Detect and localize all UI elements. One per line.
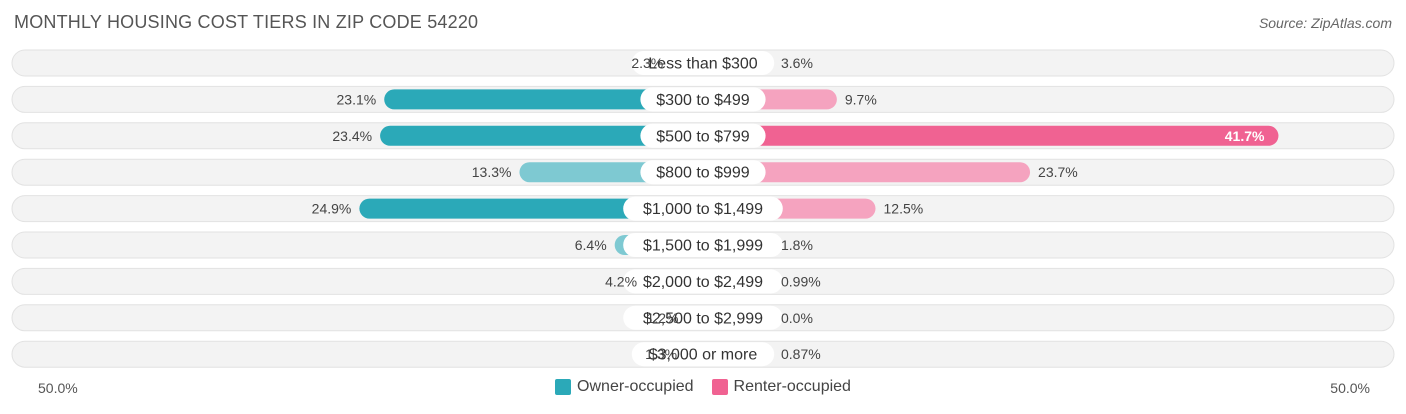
value-label-owner: 23.4%: [332, 128, 372, 144]
category-label: $2,500 to $2,999: [643, 310, 763, 327]
bar-owner: [384, 89, 713, 110]
category-pill: [631, 342, 775, 367]
category-label: $500 to $799: [656, 128, 750, 145]
category-label: Less than $300: [648, 56, 758, 73]
category-label: $1,500 to $1,999: [643, 238, 763, 255]
bar-renter: [693, 125, 1279, 146]
category-label: $800 to $999: [656, 165, 750, 182]
legend-swatch-owner: [555, 379, 572, 395]
value-label-owner: 23.1%: [337, 91, 377, 107]
category-pill: [623, 233, 783, 257]
value-label-renter: 0.99%: [781, 273, 821, 289]
value-label-renter: 12.5%: [884, 201, 924, 217]
value-label-renter: 0.87%: [781, 346, 821, 362]
category-pill: [631, 51, 775, 75]
legend-label-owner: Owner-occupied: [577, 378, 694, 395]
axis-right-label: 50.0%: [1330, 380, 1370, 396]
value-label-owner: 6.4%: [575, 237, 607, 253]
value-label-owner: 2.3%: [631, 55, 663, 71]
category-label: $3,000 or more: [649, 347, 758, 364]
source-attribution: Source: ZipAtlas.com: [1258, 15, 1392, 31]
legend-item-owner[interactable]: Owner-occupied: [555, 378, 694, 396]
legend-label-renter: Renter-occupied: [733, 378, 851, 395]
value-label-renter: 0.0%: [781, 310, 813, 326]
value-label-owner: 1.3%: [645, 346, 677, 362]
bar-owner: [380, 125, 713, 146]
chart-title: MONTHLY HOUSING COST TIERS IN ZIP CODE 5…: [14, 12, 479, 32]
value-label-owner: 1.2%: [647, 310, 679, 326]
category-pill: [640, 87, 766, 112]
value-label-owner: 4.2%: [605, 273, 637, 289]
category-pill: [640, 123, 766, 148]
value-label-renter: 1.8%: [781, 237, 813, 253]
category-label: $1,000 to $1,499: [643, 201, 763, 218]
legend-swatch-renter: [711, 379, 728, 395]
category-label: $2,000 to $2,499: [643, 274, 763, 291]
category-pill: [623, 196, 783, 221]
category-pill: [623, 305, 783, 330]
category-pill: [623, 269, 783, 294]
category-pill: [640, 160, 766, 185]
axis-left-label: 50.0%: [38, 380, 78, 396]
value-label-owner: 13.3%: [472, 164, 512, 180]
value-label-owner: 24.9%: [312, 201, 352, 217]
value-label-renter: 9.7%: [845, 91, 877, 107]
legend: Owner-occupied Renter-occupied: [0, 378, 1406, 396]
legend-item-renter[interactable]: Renter-occupied: [711, 378, 851, 396]
value-label-renter: 41.7%: [1225, 128, 1265, 144]
category-label: $300 to $499: [656, 92, 750, 109]
bar-renter: [693, 162, 1031, 183]
value-label-renter: 3.6%: [781, 55, 813, 71]
value-label-renter: 23.7%: [1038, 164, 1078, 180]
